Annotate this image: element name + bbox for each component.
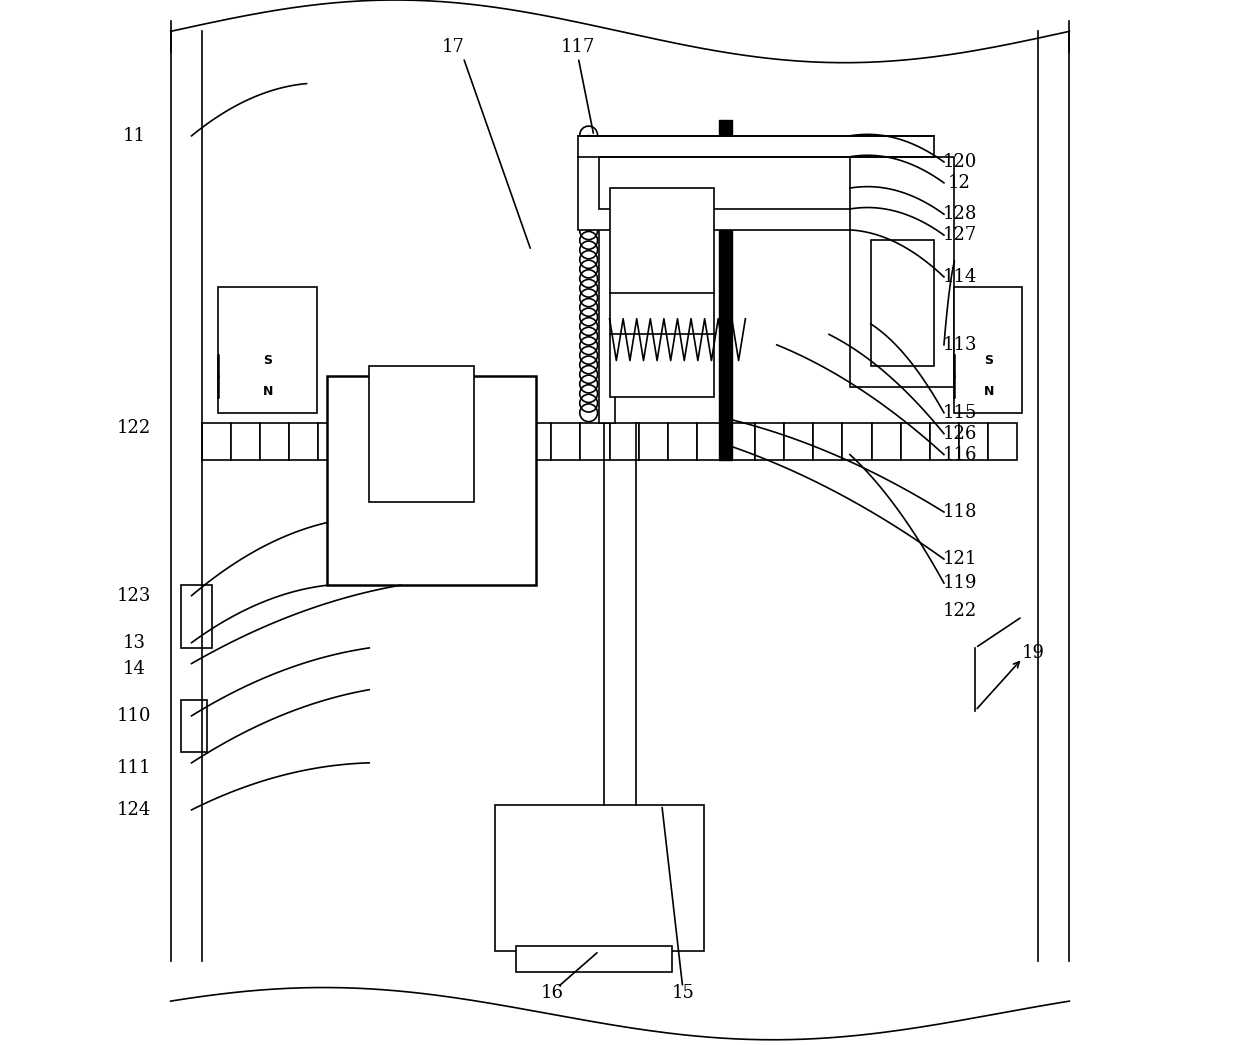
Bar <box>599 136 615 423</box>
Text: 123: 123 <box>117 586 151 605</box>
Bar <box>231 423 260 460</box>
Bar <box>522 423 552 460</box>
Bar <box>849 157 955 387</box>
Bar <box>377 423 405 460</box>
Bar <box>872 423 900 460</box>
Bar <box>435 423 464 460</box>
Text: N: N <box>263 386 273 398</box>
Bar <box>289 423 319 460</box>
Text: 113: 113 <box>942 335 977 354</box>
Text: 16: 16 <box>541 983 563 1002</box>
Text: N: N <box>983 386 994 398</box>
Bar <box>319 423 347 460</box>
Bar <box>495 805 703 951</box>
Bar <box>930 423 959 460</box>
Text: 122: 122 <box>117 419 151 438</box>
Text: 128: 128 <box>942 205 977 224</box>
Text: 14: 14 <box>123 659 145 678</box>
Text: 15: 15 <box>671 983 694 1002</box>
Bar <box>900 423 930 460</box>
Text: 120: 120 <box>942 153 977 171</box>
Bar <box>370 366 474 502</box>
Bar <box>494 423 522 460</box>
Text: 11: 11 <box>123 126 145 145</box>
Bar <box>784 423 813 460</box>
Bar <box>870 240 934 366</box>
Text: 119: 119 <box>942 574 977 593</box>
Bar <box>610 423 639 460</box>
Text: S: S <box>263 354 273 367</box>
Bar <box>725 423 755 460</box>
Text: N: N <box>718 439 727 449</box>
Text: S: S <box>719 449 725 460</box>
Bar <box>668 423 697 460</box>
Bar <box>842 423 872 460</box>
Text: 117: 117 <box>560 38 595 56</box>
Bar <box>218 287 317 413</box>
Bar <box>955 287 1022 413</box>
Bar <box>405 423 435 460</box>
Bar <box>260 423 289 460</box>
Text: 12: 12 <box>949 173 971 192</box>
Bar <box>988 423 1017 460</box>
Text: 127: 127 <box>942 226 977 245</box>
Bar <box>202 423 231 460</box>
Text: 126: 126 <box>942 424 977 443</box>
Text: 115: 115 <box>942 403 977 422</box>
Text: 114: 114 <box>942 268 977 286</box>
Bar <box>813 423 842 460</box>
Bar <box>755 423 784 460</box>
Text: 111: 111 <box>117 759 151 777</box>
Text: 122: 122 <box>942 602 977 621</box>
Bar <box>347 423 377 460</box>
Text: 124: 124 <box>117 800 151 819</box>
Text: 19: 19 <box>1022 644 1044 663</box>
Text: 121: 121 <box>942 550 977 568</box>
Bar <box>516 946 672 972</box>
Text: 116: 116 <box>942 445 977 464</box>
Bar <box>464 423 494 460</box>
Bar <box>181 700 207 752</box>
Bar <box>959 423 988 460</box>
Bar <box>327 376 537 585</box>
Text: 17: 17 <box>441 38 464 56</box>
Text: 110: 110 <box>117 706 151 725</box>
Bar <box>181 585 212 648</box>
Text: S: S <box>985 354 993 367</box>
Bar <box>580 423 610 460</box>
Bar <box>552 423 580 460</box>
Bar <box>697 423 725 460</box>
Bar <box>578 136 934 230</box>
Text: 118: 118 <box>942 503 977 521</box>
Text: 13: 13 <box>123 633 145 652</box>
Bar <box>599 157 913 209</box>
Bar <box>639 423 668 460</box>
Bar <box>610 188 714 397</box>
